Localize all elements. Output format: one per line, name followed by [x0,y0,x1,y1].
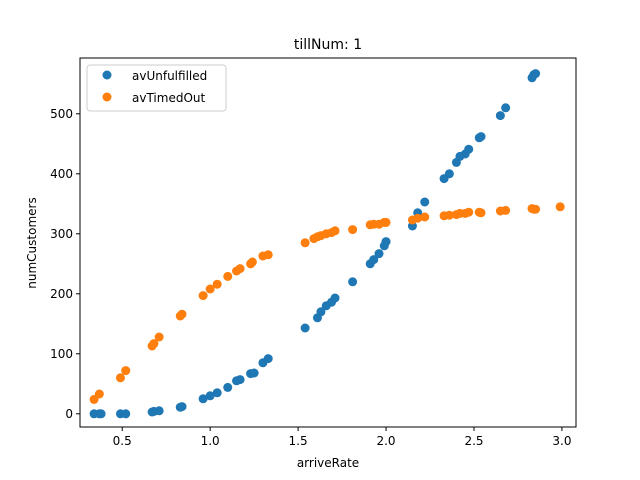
legend-box [86,64,227,112]
point-avunfulfilled-31 [381,237,391,247]
point-avtimedout-11 [212,279,222,289]
point-avtimedout-48 [555,202,565,212]
points-layer [89,69,565,419]
y-tick-label: 100 [50,347,73,361]
point-avtimedout-8 [177,309,187,319]
point-avunfulfilled-25 [330,293,340,303]
point-avunfulfilled-2 [96,409,106,419]
point-avtimedout-34 [420,212,430,222]
x-tick-label: 1.5 [289,434,308,448]
y-axis-label: numCustomers [25,197,39,288]
point-avtimedout-14 [235,264,245,274]
legend: avUnfulfilled avTimedOut [86,64,227,112]
point-avtimedout-40 [464,207,474,217]
x-axis-label: arriveRate [297,456,359,470]
point-avunfulfilled-9 [177,402,187,412]
point-avunfulfilled-43 [495,111,505,121]
point-avtimedout-18 [263,250,273,260]
point-avunfulfilled-20 [300,323,310,333]
point-avtimedout-10 [205,284,215,294]
point-avunfulfilled-15 [235,375,245,385]
x-tick-label: 0.5 [113,434,132,448]
x-axis-ticks: 0.5 1.0 1.5 2.0 2.5 3.0 [113,427,571,448]
legend-label-avtimedout: avTimedOut [132,91,205,105]
point-avtimedout-44 [501,205,511,215]
point-avunfulfilled-28 [369,255,379,265]
point-avtimedout-33 [413,213,423,223]
chart-title: tillNum: 1 [294,37,362,53]
point-avtimedout-25 [330,226,340,236]
point-avunfulfilled-36 [444,169,454,179]
point-avunfulfilled-19 [263,354,273,364]
point-avunfulfilled-29 [374,249,384,259]
legend-marker-avunfulfilled [102,70,112,80]
point-avtimedout-3 [121,366,131,376]
point-avunfulfilled-12 [212,388,222,398]
point-avunfulfilled-42 [476,132,486,142]
y-tick-label: 200 [50,287,73,301]
point-avtimedout-9 [198,291,208,301]
point-avtimedout-12 [223,271,233,281]
x-tick-label: 1.0 [201,434,220,448]
point-avtimedout-5 [149,339,159,349]
point-avtimedout-2 [115,373,125,383]
point-avunfulfilled-44 [501,103,511,113]
point-avtimedout-31 [381,217,391,227]
point-avunfulfilled-34 [420,197,430,207]
point-avunfulfilled-10 [198,394,208,404]
y-tick-label: 400 [50,167,73,181]
point-avunfulfilled-47 [531,69,541,79]
y-tick-label: 0 [65,407,73,421]
point-avunfulfilled-13 [223,382,233,392]
point-avunfulfilled-4 [121,409,131,419]
point-avunfulfilled-26 [348,277,358,287]
x-tick-label: 2.5 [464,434,483,448]
x-tick-label: 3.0 [552,434,571,448]
point-avtimedout-36 [444,210,454,220]
point-avunfulfilled-22 [316,307,326,317]
point-avunfulfilled-11 [205,391,215,401]
point-avtimedout-16 [247,257,257,267]
x-tick-label: 2.0 [376,434,395,448]
plot-frame [79,57,577,428]
point-avtimedout-6 [154,332,164,342]
y-axis-ticks: 0 100 200 300 400 500 [50,107,80,421]
point-avtimedout-19 [300,238,310,248]
legend-marker-avtimedout [102,92,112,102]
point-avtimedout-1 [94,389,104,399]
legend-label-avunfulfilled: avUnfulfilled [132,69,207,83]
y-tick-label: 300 [50,227,73,241]
y-tick-label: 500 [50,107,73,121]
point-avtimedout-42 [476,208,486,218]
point-avunfulfilled-17 [249,368,259,378]
point-avunfulfilled-7 [154,406,164,416]
point-avtimedout-26 [348,225,358,235]
point-avunfulfilled-40 [464,144,474,154]
point-avtimedout-47 [531,204,541,214]
